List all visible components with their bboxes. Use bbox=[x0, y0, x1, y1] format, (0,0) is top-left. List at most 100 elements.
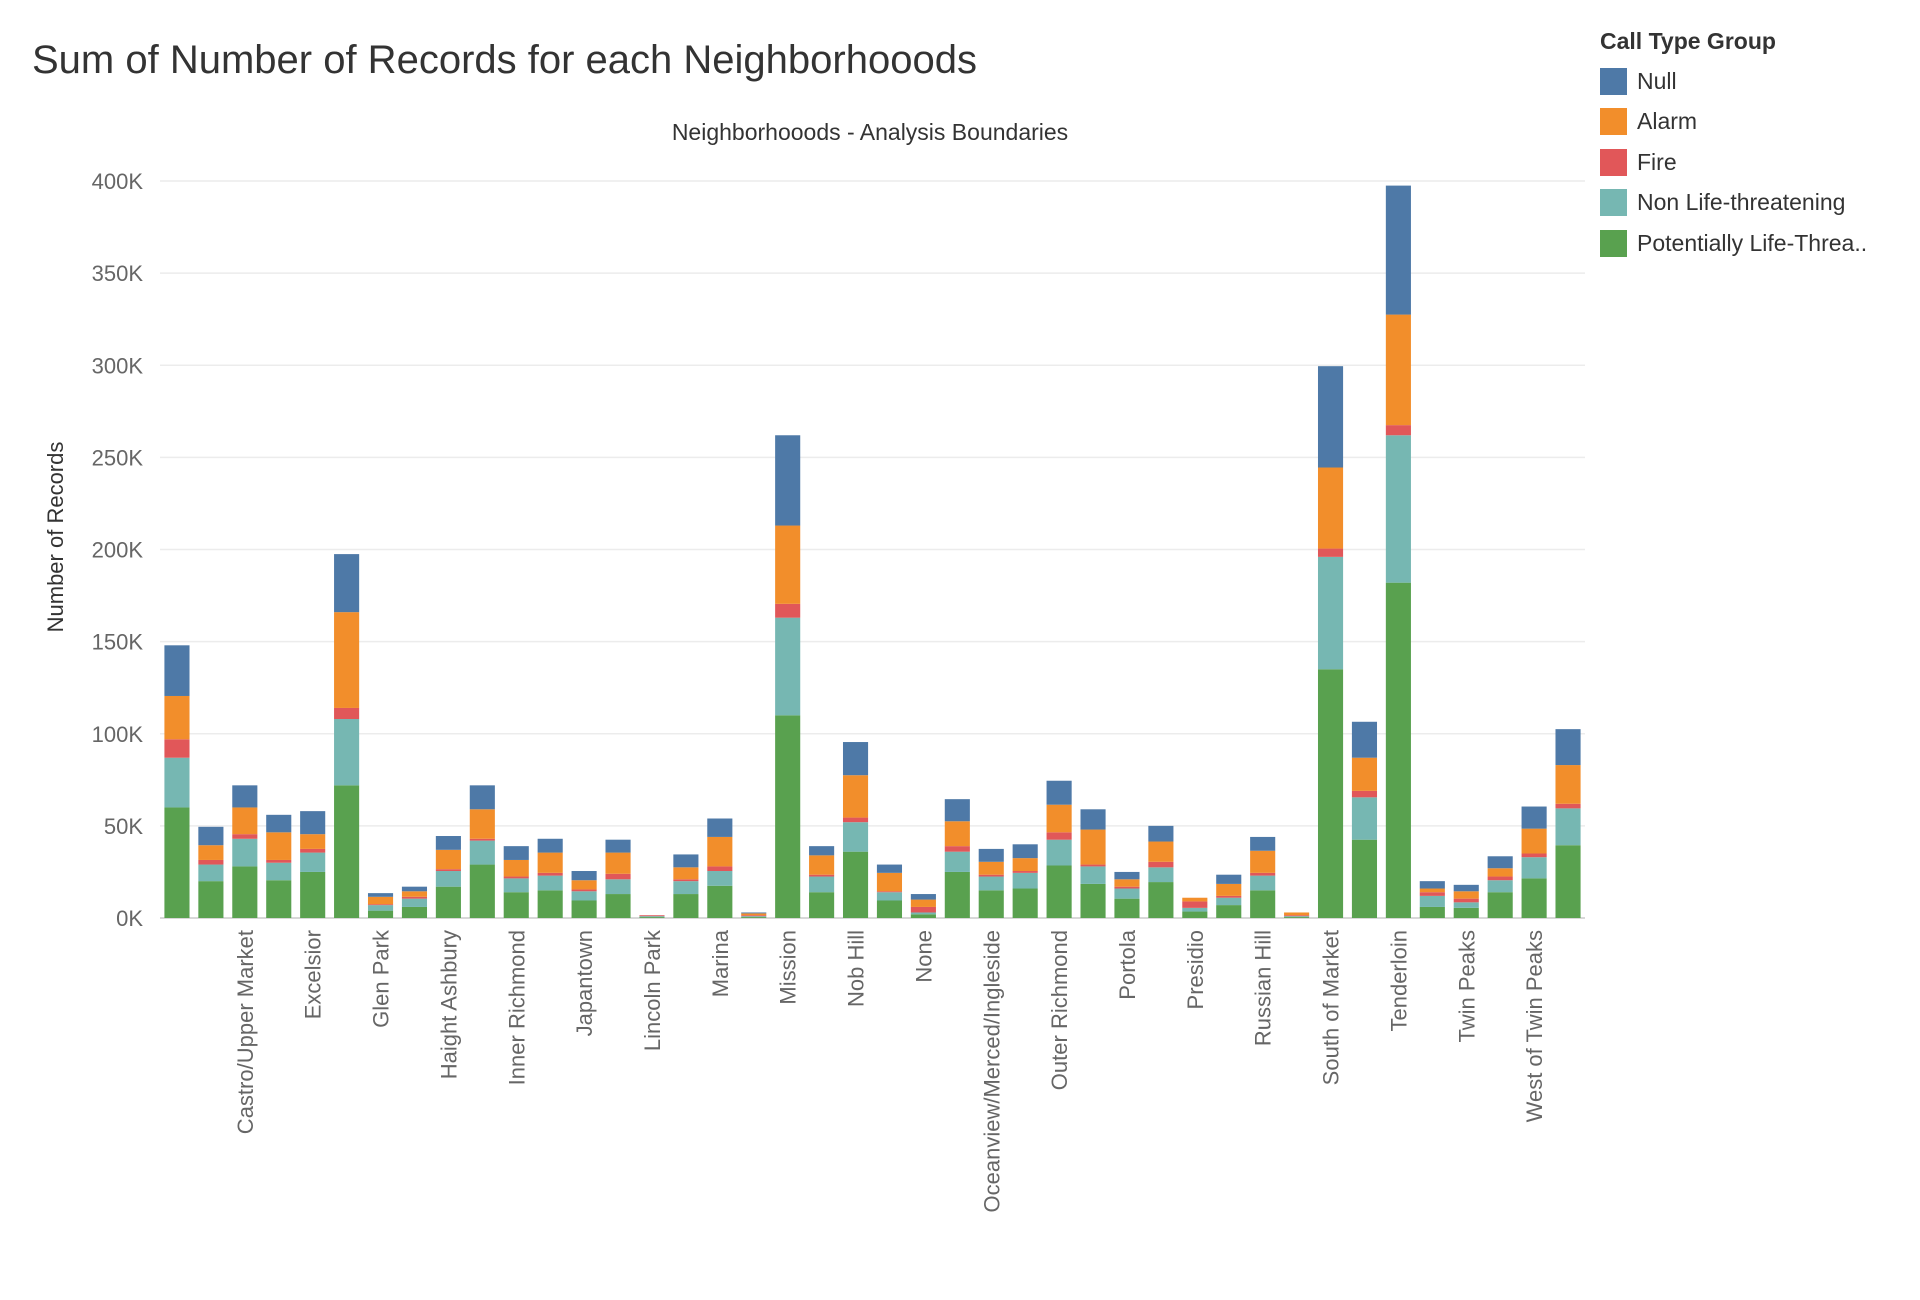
bar-segment[interactable] bbox=[1216, 874, 1242, 884]
bar-stack[interactable] bbox=[435, 836, 461, 918]
bar-segment[interactable] bbox=[775, 435, 801, 526]
bar-segment[interactable] bbox=[809, 876, 835, 893]
bar-segment[interactable] bbox=[707, 866, 733, 872]
bar-segment[interactable] bbox=[1250, 850, 1276, 873]
bar-segment[interactable] bbox=[435, 869, 461, 872]
bar-segment[interactable] bbox=[300, 852, 326, 872]
bar-segment[interactable] bbox=[401, 891, 428, 897]
bar-segment[interactable] bbox=[1216, 895, 1242, 898]
bar-segment[interactable] bbox=[1012, 872, 1038, 889]
bar-segment[interactable] bbox=[910, 899, 936, 907]
bar-segment[interactable] bbox=[1555, 808, 1581, 846]
bar-segment[interactable] bbox=[503, 846, 529, 860]
bar-stack[interactable] bbox=[910, 894, 936, 918]
bar-segment[interactable] bbox=[367, 896, 394, 905]
bar-segment[interactable] bbox=[1148, 867, 1174, 883]
bar-segment[interactable] bbox=[401, 886, 428, 892]
bar-stack[interactable] bbox=[1216, 874, 1242, 918]
bar-segment[interactable] bbox=[198, 845, 224, 860]
bar-segment[interactable] bbox=[1453, 907, 1479, 918]
bar-segment[interactable] bbox=[164, 739, 190, 758]
bar-segment[interactable] bbox=[164, 695, 190, 740]
bar-segment[interactable] bbox=[1046, 865, 1072, 918]
bar-stack[interactable] bbox=[673, 854, 699, 918]
bar-segment[interactable] bbox=[1114, 888, 1140, 899]
bar-segment[interactable] bbox=[775, 617, 801, 716]
bar-segment[interactable] bbox=[707, 818, 733, 837]
bar-segment[interactable] bbox=[1080, 866, 1106, 884]
bar-segment[interactable] bbox=[537, 838, 563, 853]
bar-segment[interactable] bbox=[1284, 916, 1310, 918]
bar-segment[interactable] bbox=[1555, 765, 1581, 804]
bar-segment[interactable] bbox=[435, 849, 461, 870]
bar-segment[interactable] bbox=[401, 896, 428, 899]
bar-segment[interactable] bbox=[1216, 883, 1242, 896]
bar-segment[interactable] bbox=[469, 785, 495, 810]
bar-segment[interactable] bbox=[809, 846, 835, 856]
bar-stack[interactable] bbox=[1080, 809, 1106, 918]
bar-segment[interactable] bbox=[1182, 907, 1208, 912]
bar-segment[interactable] bbox=[1148, 882, 1174, 918]
bar-segment[interactable] bbox=[469, 864, 495, 918]
bar-segment[interactable] bbox=[1487, 892, 1513, 918]
bar-segment[interactable] bbox=[1182, 901, 1208, 908]
bar-stack[interactable] bbox=[605, 839, 631, 918]
bar-segment[interactable] bbox=[605, 894, 631, 918]
bar-segment[interactable] bbox=[1250, 872, 1276, 876]
bar-segment[interactable] bbox=[1216, 905, 1242, 918]
bar-segment[interactable] bbox=[1419, 892, 1445, 896]
bar-segment[interactable] bbox=[469, 838, 495, 841]
bar-segment[interactable] bbox=[876, 872, 903, 892]
bar-segment[interactable] bbox=[537, 875, 563, 891]
legend-item-fire[interactable]: Fire bbox=[1600, 142, 1920, 183]
bar-stack[interactable] bbox=[639, 915, 665, 918]
bar-segment[interactable] bbox=[232, 866, 258, 918]
bar-segment[interactable] bbox=[1046, 832, 1072, 840]
bar-segment[interactable] bbox=[1046, 839, 1072, 866]
bar-segment[interactable] bbox=[334, 707, 360, 720]
bar-segment[interactable] bbox=[944, 871, 970, 918]
bar-segment[interactable] bbox=[367, 904, 394, 906]
bar-segment[interactable] bbox=[1080, 809, 1106, 830]
bar-segment[interactable] bbox=[266, 862, 292, 881]
bar-segment[interactable] bbox=[1080, 883, 1106, 918]
bar-segment[interactable] bbox=[1385, 582, 1411, 918]
bar-stack[interactable] bbox=[1317, 366, 1344, 918]
bar-segment[interactable] bbox=[639, 917, 665, 918]
bar-stack[interactable] bbox=[469, 785, 495, 918]
bar-segment[interactable] bbox=[164, 807, 190, 918]
bar-segment[interactable] bbox=[1317, 556, 1344, 670]
bar-segment[interactable] bbox=[944, 799, 970, 822]
bar-segment[interactable] bbox=[367, 893, 394, 897]
bar-segment[interactable] bbox=[571, 880, 597, 890]
bar-segment[interactable] bbox=[1012, 844, 1038, 859]
bar-stack[interactable] bbox=[1250, 836, 1276, 918]
bar-stack[interactable] bbox=[367, 893, 394, 918]
bar-segment[interactable] bbox=[1250, 890, 1276, 918]
bar-segment[interactable] bbox=[164, 645, 190, 696]
bar-segment[interactable] bbox=[1080, 864, 1106, 867]
bar-stack[interactable] bbox=[1419, 881, 1445, 918]
bar-stack[interactable] bbox=[978, 848, 1004, 918]
bar-segment[interactable] bbox=[842, 742, 869, 776]
bar-segment[interactable] bbox=[503, 892, 529, 918]
bar-segment[interactable] bbox=[741, 916, 767, 918]
bar-segment[interactable] bbox=[1046, 780, 1072, 805]
bar-stack[interactable] bbox=[876, 864, 903, 918]
bar-segment[interactable] bbox=[469, 840, 495, 865]
bar-segment[interactable] bbox=[1351, 757, 1378, 791]
bar-segment[interactable] bbox=[910, 906, 936, 913]
bar-segment[interactable] bbox=[1419, 881, 1445, 889]
legend-item-non-life-threatening[interactable]: Non Life-threatening bbox=[1600, 183, 1920, 224]
bar-segment[interactable] bbox=[673, 894, 699, 918]
bar-segment[interactable] bbox=[876, 892, 903, 901]
bar-segment[interactable] bbox=[1487, 868, 1513, 877]
bar-segment[interactable] bbox=[1487, 856, 1513, 869]
bar-segment[interactable] bbox=[1080, 829, 1106, 865]
bar-segment[interactable] bbox=[775, 715, 801, 918]
bar-segment[interactable] bbox=[401, 906, 428, 918]
bar-segment[interactable] bbox=[571, 871, 597, 881]
bar-segment[interactable] bbox=[198, 826, 224, 846]
bar-stack[interactable] bbox=[1148, 825, 1174, 918]
bar-segment[interactable] bbox=[1555, 845, 1581, 918]
